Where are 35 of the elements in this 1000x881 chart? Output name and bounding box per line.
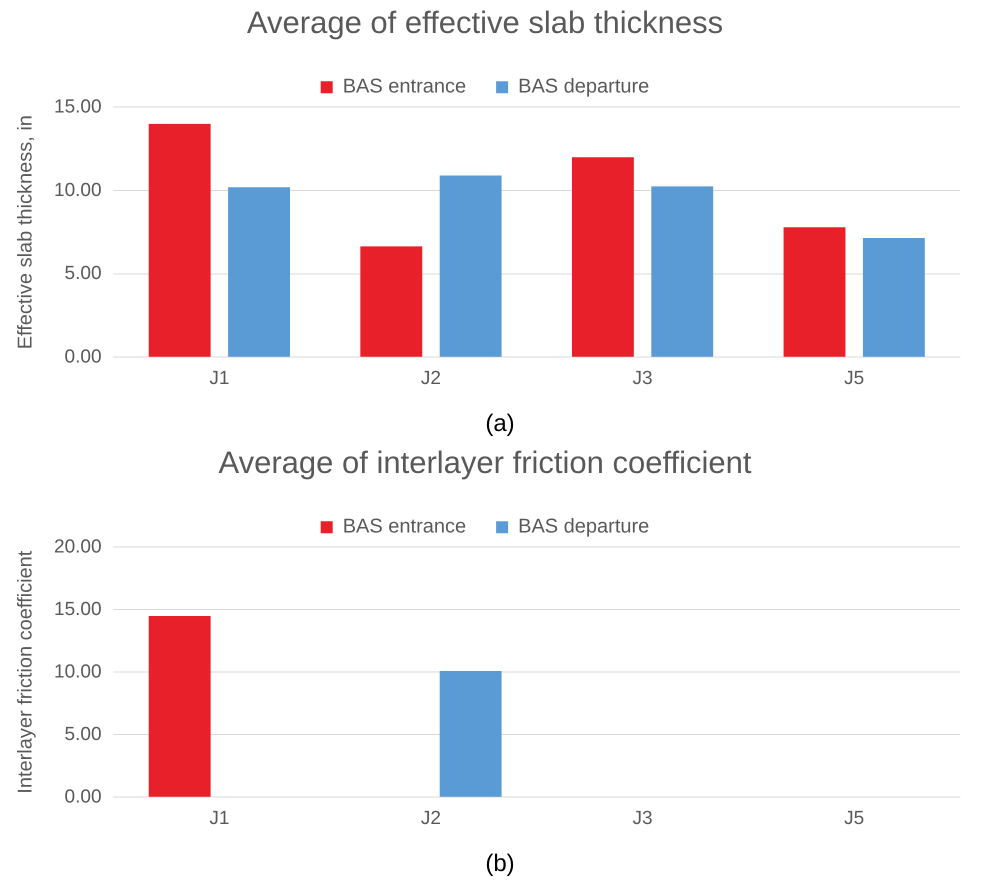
x-tick-label: J1: [209, 808, 230, 829]
bar: [784, 227, 846, 357]
bar: [440, 176, 502, 357]
x-tick-label: J2: [420, 808, 442, 829]
y-tick-label: 0.00: [64, 786, 102, 808]
x-tick-label: J3: [632, 368, 653, 389]
y-tick-label: 0.00: [64, 346, 102, 368]
text: (b): [484, 850, 516, 878]
bar: [360, 246, 422, 357]
x-tick-label: J5: [844, 808, 864, 829]
x-tick-label: J3: [632, 808, 653, 829]
text: (a): [484, 410, 516, 438]
legend-label: BAS entrance: [342, 516, 466, 538]
x-tick-label: J5: [844, 368, 864, 389]
x-tick-label: J2: [420, 368, 442, 389]
y-tick-label: 15.00: [54, 96, 102, 118]
bar: [572, 157, 634, 357]
y-tick-label: 5.00: [64, 263, 102, 284]
legend-label: BAS departure: [518, 516, 650, 538]
chart-title: Average of effective slab thickness: [246, 5, 724, 40]
y-tick-label: 10.00: [54, 661, 102, 682]
legend-label: BAS departure: [518, 76, 650, 98]
bar: [862, 238, 925, 357]
chart-title: Average of interlayer friction coefficient: [218, 445, 752, 480]
legend-label: BAS entrance: [342, 76, 466, 98]
y-tick-label: 15.00: [54, 598, 102, 620]
bar: [651, 186, 714, 357]
y-tick-label: 10.00: [54, 180, 102, 201]
y-tick-label: 5.00: [64, 724, 102, 745]
y-axis-title: Effective slab thickness, in: [14, 115, 37, 350]
x-tick-label: J1: [209, 368, 230, 389]
y-axis-title: Interlayer friction coefficient: [14, 550, 37, 794]
bar: [228, 187, 290, 357]
y-tick-label: 20.00: [54, 536, 102, 558]
bar: [148, 124, 211, 357]
